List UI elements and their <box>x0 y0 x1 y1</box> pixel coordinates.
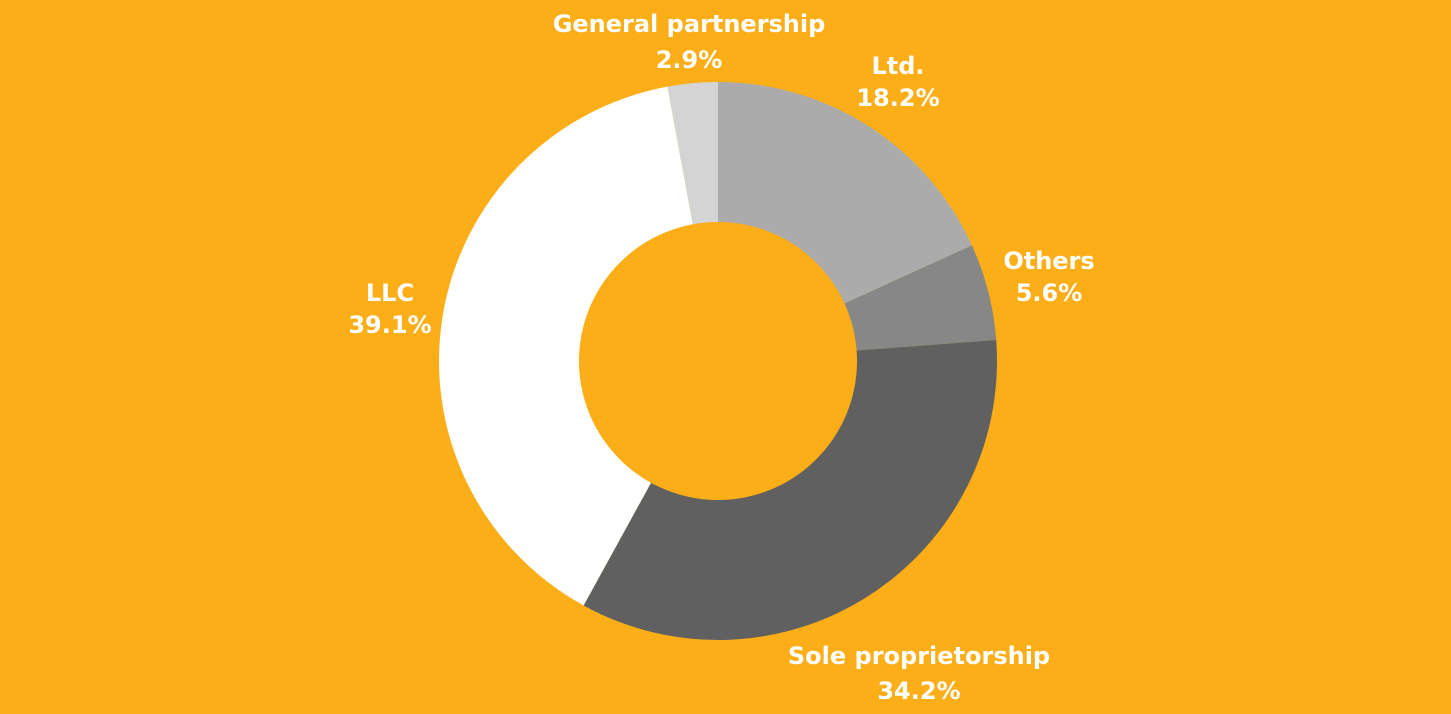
slice-label-others-name: Others <box>1003 247 1094 275</box>
slice-label-ltd-value: 18.2% <box>856 84 939 112</box>
slice-label-general-partnership: General partnership 2.9% <box>553 10 826 74</box>
slice-label-general-partnership-name: General partnership <box>553 10 826 38</box>
slice-label-llc-name: LLC <box>366 279 414 307</box>
donut-hole <box>579 222 857 500</box>
slice-label-others-value: 5.6% <box>1016 279 1083 307</box>
slice-label-sole-proprietorship-name: Sole proprietorship <box>788 642 1050 670</box>
slice-label-sole-proprietorship-value: 34.2% <box>877 677 960 705</box>
slice-label-llc: LLC 39.1% <box>348 279 431 339</box>
slice-sole-proprietorship <box>583 339 997 640</box>
slice-label-general-partnership-value: 2.9% <box>656 46 723 74</box>
slice-label-llc-value: 39.1% <box>348 311 431 339</box>
slice-label-sole-proprietorship: Sole proprietorship 34.2% <box>788 642 1050 705</box>
slice-label-ltd: Ltd. 18.2% <box>856 52 939 112</box>
slice-label-others: Others 5.6% <box>1003 247 1094 307</box>
slice-label-ltd-name: Ltd. <box>871 52 924 80</box>
